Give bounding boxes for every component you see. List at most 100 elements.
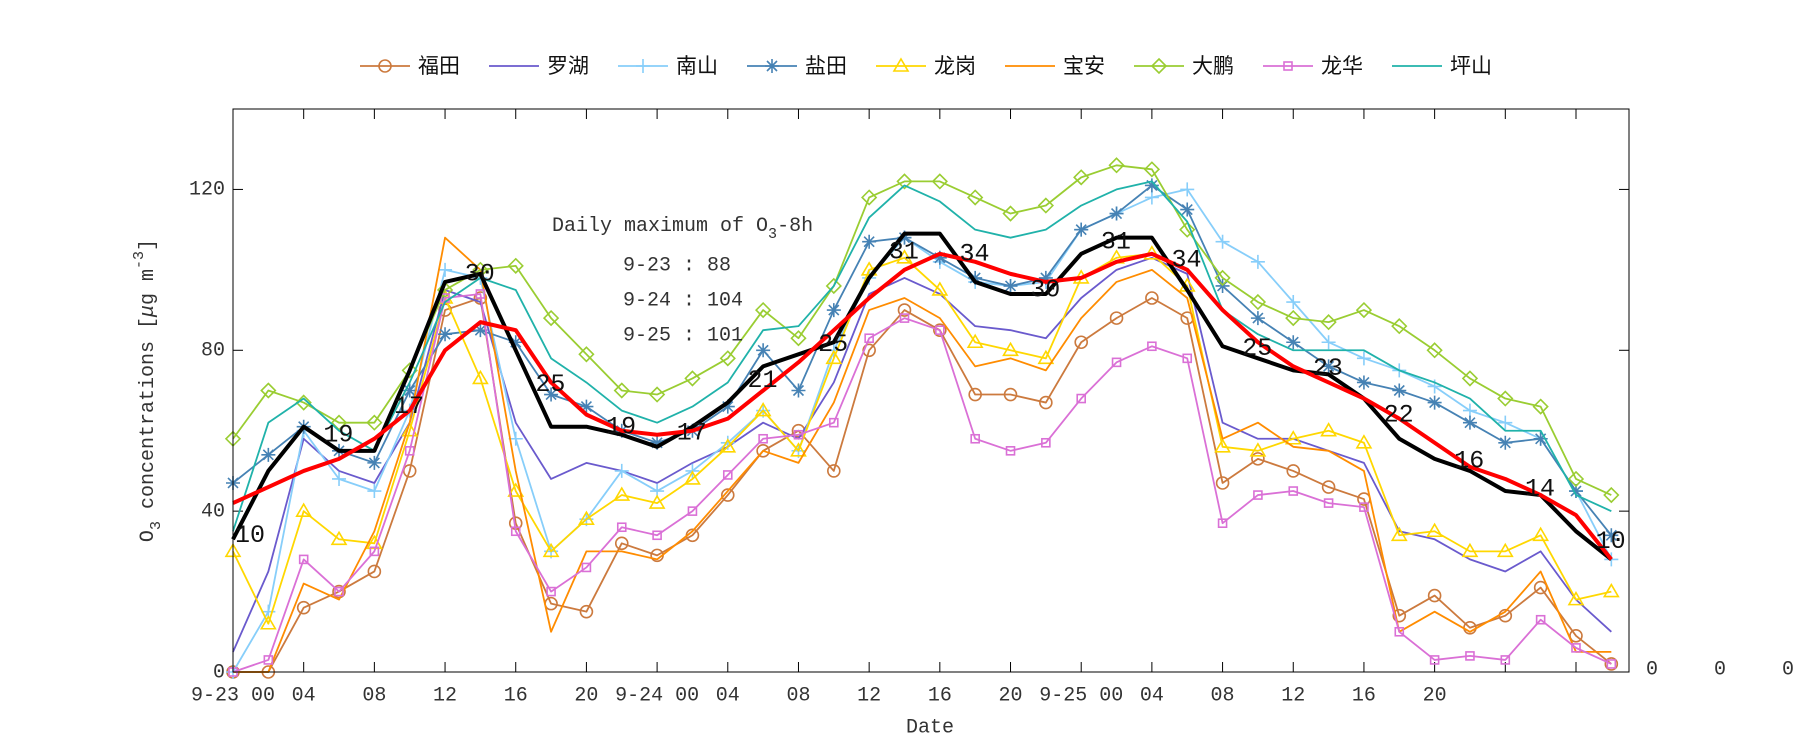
- x-tick-label: 9-25 00: [1039, 684, 1123, 707]
- marker: [1392, 608, 1407, 623]
- marker: [1180, 182, 1195, 197]
- marker: [473, 323, 488, 338]
- marker: [1359, 502, 1369, 512]
- series-line: [232, 293, 1612, 673]
- overflow-label: 0: [1714, 658, 1726, 681]
- marker: [896, 249, 913, 264]
- marker: [546, 586, 556, 597]
- marker: [687, 506, 698, 516]
- overflow-label: 0: [1782, 658, 1794, 681]
- marker: [829, 417, 839, 428]
- x-tick-label: 08: [786, 684, 810, 707]
- legend-marker: [1283, 61, 1293, 71]
- point-label: 19: [323, 420, 353, 449]
- legend-item: 罗湖: [489, 54, 589, 78]
- marker: [720, 399, 735, 414]
- marker: [614, 536, 629, 551]
- marker: [722, 470, 733, 480]
- marker: [1286, 464, 1301, 478]
- x-tick-label: 16: [1352, 684, 1376, 707]
- marker: [1038, 270, 1053, 285]
- marker: [1320, 314, 1337, 331]
- legend-item: 大鹏: [1134, 54, 1234, 78]
- marker: [968, 270, 983, 285]
- marker: [1426, 522, 1444, 538]
- series: [232, 180, 1612, 532]
- marker: [1108, 157, 1125, 174]
- marker: [1217, 518, 1228, 529]
- overflow-label: 0: [1646, 658, 1658, 681]
- marker: [261, 447, 276, 462]
- marker: [1356, 351, 1371, 366]
- marker: [1604, 528, 1619, 543]
- marker: [967, 189, 984, 206]
- point-label: 10: [1596, 527, 1626, 556]
- marker: [1037, 197, 1054, 214]
- marker: [1604, 657, 1619, 671]
- marker: [1603, 486, 1620, 504]
- legend-label: 龙岗: [934, 54, 976, 78]
- y-tick-label: 80: [201, 340, 225, 363]
- legend-marker: [378, 59, 392, 73]
- marker: [581, 562, 592, 573]
- legend-label: 福田: [418, 54, 460, 78]
- point-label: 22: [1384, 400, 1414, 429]
- marker: [508, 335, 523, 350]
- marker: [1215, 476, 1230, 490]
- y-tick-label: 120: [189, 179, 225, 202]
- marker: [966, 333, 984, 349]
- y-axis-label: O3 concentrations [μg m-3]: [131, 239, 165, 542]
- marker: [1249, 293, 1267, 311]
- marker: [933, 323, 947, 337]
- marker: [897, 230, 912, 245]
- y-axis-label-part: -3: [131, 251, 148, 269]
- marker: [719, 350, 736, 367]
- marker: [1076, 393, 1087, 404]
- marker: [436, 281, 454, 299]
- marker: [1321, 359, 1336, 374]
- series: [226, 182, 1619, 679]
- marker: [1535, 614, 1546, 625]
- legend-label: 罗湖: [547, 54, 589, 78]
- marker: [791, 383, 806, 398]
- marker: [899, 313, 910, 323]
- marker: [1498, 415, 1513, 430]
- legend-label: 坪山: [1450, 54, 1492, 78]
- series-line: [233, 297, 1612, 673]
- marker: [756, 343, 771, 358]
- point-label: 31: [1101, 227, 1131, 256]
- marker: [578, 510, 595, 525]
- marker: [648, 494, 666, 509]
- marker: [1003, 387, 1018, 402]
- marker: [1003, 278, 1018, 293]
- legend-label: 龙华: [1321, 54, 1363, 78]
- point-label: 23: [1313, 354, 1343, 383]
- legend-item: 龙华: [1263, 54, 1363, 78]
- marker: [935, 325, 945, 335]
- marker: [1179, 221, 1196, 238]
- marker: [790, 330, 807, 347]
- legend-marker: [1150, 57, 1168, 75]
- marker: [330, 530, 348, 546]
- point-label: 31: [889, 237, 919, 266]
- marker: [758, 433, 768, 444]
- marker: [754, 301, 772, 319]
- marker: [825, 349, 843, 365]
- marker: [1462, 415, 1477, 430]
- marker: [1356, 375, 1371, 390]
- marker: [897, 303, 912, 317]
- annotation-line: 9-25 : 101: [623, 324, 743, 347]
- marker: [1109, 311, 1124, 325]
- marker: [862, 234, 877, 249]
- marker: [1180, 311, 1195, 325]
- marker: [1214, 269, 1231, 287]
- marker: [931, 173, 948, 190]
- series-line: [232, 188, 1613, 673]
- marker: [263, 655, 274, 665]
- marker: [931, 281, 949, 296]
- marker: [793, 429, 804, 440]
- marker: [1604, 552, 1619, 567]
- marker: [260, 382, 277, 399]
- marker: [1426, 342, 1443, 359]
